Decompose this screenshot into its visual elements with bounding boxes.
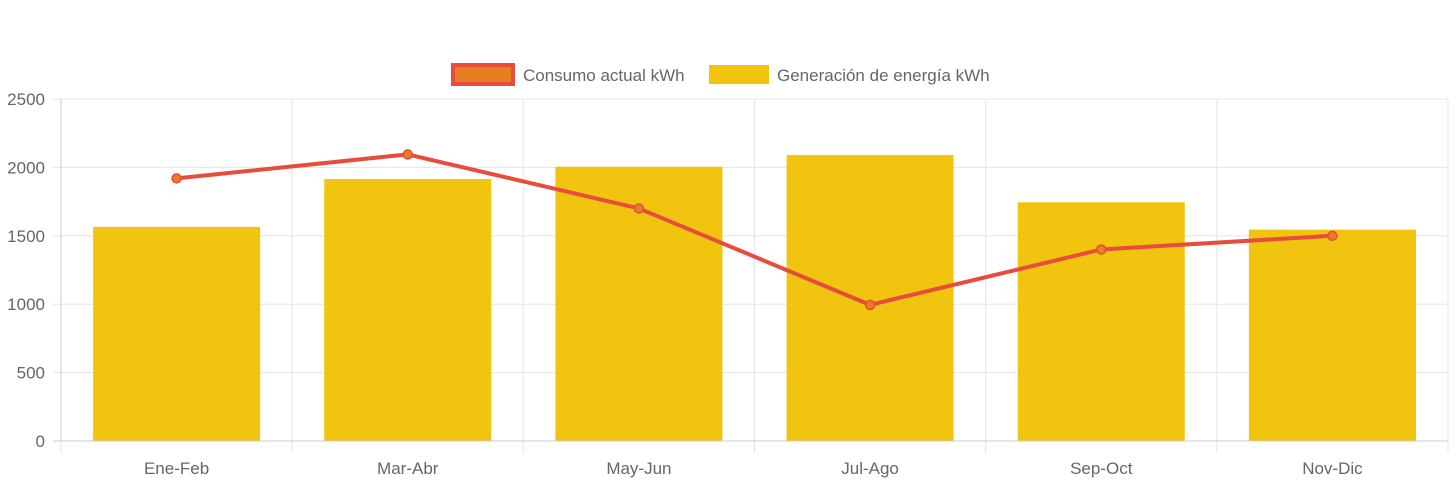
legend-swatch-generacion[interactable] bbox=[709, 65, 769, 84]
line-series bbox=[171, 149, 1338, 311]
legend[interactable]: Consumo actual kWh Generación de energía … bbox=[451, 63, 990, 86]
bar-mar-abr[interactable] bbox=[324, 179, 492, 441]
bar-series bbox=[93, 155, 1416, 441]
line-point-mar-abr[interactable] bbox=[402, 149, 413, 160]
y-tick-label: 1000 bbox=[7, 295, 45, 314]
line-point-may-jun[interactable] bbox=[633, 203, 645, 214]
bar-ene-feb[interactable] bbox=[93, 226, 261, 441]
y-tick-label: 0 bbox=[36, 432, 45, 451]
y-tick-label: 2500 bbox=[7, 90, 45, 109]
y-tick-label: 1500 bbox=[7, 227, 45, 246]
line-point-nov-dic[interactable] bbox=[1327, 230, 1338, 242]
line-point-jul-ago[interactable] bbox=[864, 299, 876, 311]
legend-label-generacion[interactable]: Generación de energía kWh bbox=[777, 66, 990, 85]
x-tick-label: Jul-Ago bbox=[841, 459, 899, 478]
x-tick-label: May-Jun bbox=[606, 459, 671, 478]
legend-swatch-consumo[interactable] bbox=[451, 63, 515, 86]
grid-lines bbox=[53, 98, 1449, 453]
bar-jul-ago[interactable] bbox=[786, 155, 954, 441]
x-tick-label: Ene-Feb bbox=[144, 459, 209, 478]
x-tick-label: Mar-Abr bbox=[377, 459, 439, 478]
consumo-line bbox=[176, 152, 1333, 307]
y-tick-label: 500 bbox=[17, 364, 45, 383]
line-point-ene-feb[interactable] bbox=[171, 173, 182, 184]
line-point-sep-oct[interactable] bbox=[1096, 244, 1107, 255]
x-tick-label: Sep-Oct bbox=[1070, 459, 1133, 478]
bar-nov-dic[interactable] bbox=[1248, 229, 1416, 441]
x-tick-label: Nov-Dic bbox=[1302, 459, 1363, 478]
bar-sep-oct[interactable] bbox=[1017, 202, 1185, 441]
legend-label-consumo[interactable]: Consumo actual kWh bbox=[523, 66, 685, 85]
axes: 0 500 1000 1500 2000 2500 Ene-Feb Mar-Abr May-Ju… bbox=[7, 90, 1448, 478]
y-tick-label: 2000 bbox=[7, 158, 45, 177]
